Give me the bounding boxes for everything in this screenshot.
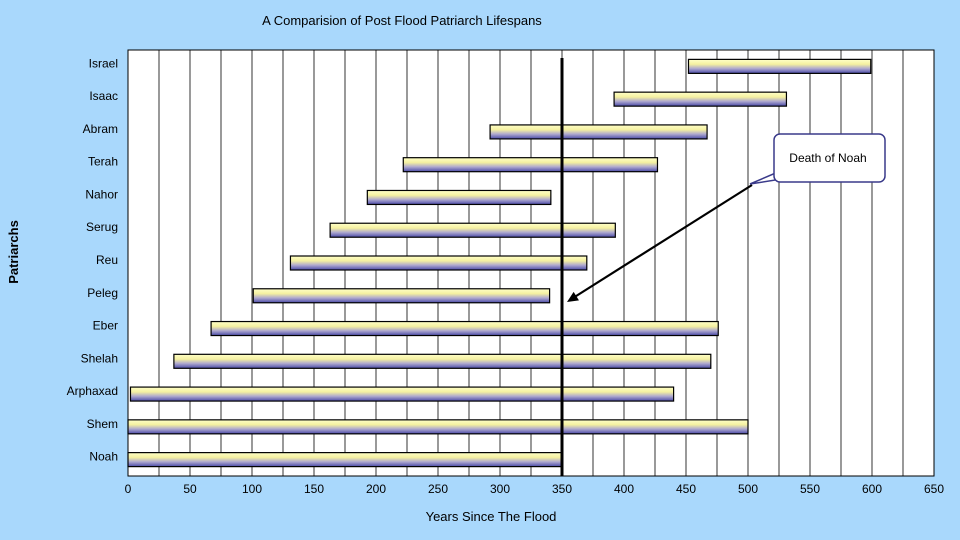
callout-arrowhead — [567, 291, 579, 302]
plot-border — [127, 49, 935, 477]
callout-box — [773, 133, 886, 183]
bar-nahor — [366, 189, 552, 206]
bar-isaac — [613, 91, 788, 107]
callout-label: Death of Noah — [789, 151, 866, 165]
category-label: Terah — [88, 155, 118, 169]
x-tick-label: 450 — [676, 482, 696, 496]
x-tick-label: 600 — [862, 482, 882, 496]
x-tick-label: 250 — [428, 482, 448, 496]
x-tick-label: 150 — [304, 482, 324, 496]
bar-eber — [210, 320, 719, 337]
category-label: Arphaxad — [67, 384, 118, 398]
death-of-noah-callout: Death of Noah — [749, 133, 886, 185]
category-label: Isaac — [89, 89, 118, 103]
bar-terah — [402, 157, 659, 173]
x-tick-label: 50 — [183, 482, 197, 496]
category-label: Peleg — [87, 286, 118, 300]
callout-arrow-line — [572, 184, 753, 299]
chart-title: A Comparision of Post Flood Patriarch Li… — [262, 13, 542, 28]
bar-shelah — [173, 353, 712, 369]
bar-peleg — [252, 288, 551, 304]
bar-arphaxad — [129, 386, 675, 402]
x-axis-label: Years Since The Flood — [426, 509, 557, 524]
x-tick-label: 0 — [125, 482, 132, 496]
category-label: Nahor — [85, 187, 118, 201]
plot-area: Israel Isaac Abram Terah Nahor Serug Reu Peleg E… — [67, 49, 944, 496]
x-tick-label: 200 — [366, 482, 386, 496]
bar-reu — [289, 255, 588, 271]
x-tick-label: 400 — [614, 482, 634, 496]
category-label: Eber — [93, 319, 118, 333]
x-tick-label: 300 — [490, 482, 510, 496]
bar-serug — [329, 222, 616, 238]
category-label: Shem — [87, 417, 118, 431]
bar-noah — [127, 452, 563, 468]
category-label: Noah — [89, 450, 118, 464]
category-label: Israel — [89, 56, 118, 70]
y-axis-label: Patriarchs — [6, 220, 21, 284]
category-label: Shelah — [81, 351, 118, 365]
x-tick-label: 100 — [242, 482, 262, 496]
x-tick-label: 350 — [552, 482, 572, 496]
x-tick-label: 500 — [738, 482, 758, 496]
category-label: Abram — [83, 122, 118, 136]
bar-israel — [687, 58, 872, 74]
bar-shem — [127, 419, 749, 435]
category-label: Serug — [86, 220, 118, 234]
x-tick-label: 550 — [800, 482, 820, 496]
bar-abram — [489, 124, 708, 140]
category-label: Reu — [96, 253, 118, 267]
x-tick-label: 650 — [924, 482, 944, 496]
